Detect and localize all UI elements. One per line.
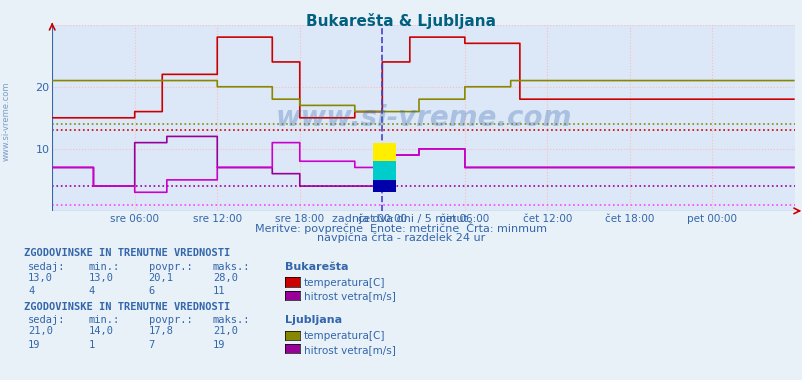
Text: 28,0: 28,0	[213, 273, 237, 283]
Text: min.:: min.:	[88, 315, 119, 325]
Text: www.si-vreme.com: www.si-vreme.com	[2, 82, 11, 162]
Text: maks.:: maks.:	[213, 262, 250, 272]
Text: ZGODOVINSKE IN TRENUTNE VREDNOSTI: ZGODOVINSKE IN TRENUTNE VREDNOSTI	[24, 249, 230, 258]
Text: 11: 11	[213, 287, 225, 296]
Text: 17,8: 17,8	[148, 326, 173, 336]
Text: povpr.:: povpr.:	[148, 262, 192, 272]
Text: Meritve: povprečne  Enote: metrične  Črta: minmum: Meritve: povprečne Enote: metrične Črta:…	[255, 222, 547, 234]
Text: povpr.:: povpr.:	[148, 315, 192, 325]
Text: 1: 1	[88, 340, 95, 350]
Bar	[373, 161, 395, 192]
Text: hitrost vetra[m/s]: hitrost vetra[m/s]	[303, 345, 395, 355]
Text: 19: 19	[28, 340, 41, 350]
Text: 21,0: 21,0	[213, 326, 237, 336]
Text: 13,0: 13,0	[28, 273, 53, 283]
Text: 21,0: 21,0	[28, 326, 53, 336]
Text: navpična črta - razdelek 24 ur: navpična črta - razdelek 24 ur	[317, 233, 485, 243]
Text: 13,0: 13,0	[88, 273, 113, 283]
Text: 7: 7	[148, 340, 155, 350]
Text: 20,1: 20,1	[148, 273, 173, 283]
Text: hitrost vetra[m/s]: hitrost vetra[m/s]	[303, 291, 395, 301]
Text: sedaj:: sedaj:	[28, 315, 66, 325]
Text: 19: 19	[213, 340, 225, 350]
Text: 4: 4	[28, 287, 34, 296]
Text: temperatura[C]: temperatura[C]	[303, 331, 384, 341]
Text: sedaj:: sedaj:	[28, 262, 66, 272]
Text: 14,0: 14,0	[88, 326, 113, 336]
Text: zadnja dva dni / 5 minut.: zadnja dva dni / 5 minut.	[331, 214, 471, 224]
Bar	[373, 142, 395, 192]
Text: 4: 4	[88, 287, 95, 296]
Text: min.:: min.:	[88, 262, 119, 272]
Text: Bukarešta & Ljubljana: Bukarešta & Ljubljana	[306, 13, 496, 29]
Bar	[373, 180, 395, 192]
Text: maks.:: maks.:	[213, 315, 250, 325]
Text: temperatura[C]: temperatura[C]	[303, 278, 384, 288]
Text: Bukarešta: Bukarešta	[285, 262, 348, 272]
Text: www.si-vreme.com: www.si-vreme.com	[275, 104, 571, 132]
Text: ZGODOVINSKE IN TRENUTNE VREDNOSTI: ZGODOVINSKE IN TRENUTNE VREDNOSTI	[24, 302, 230, 312]
Text: Ljubljana: Ljubljana	[285, 315, 342, 325]
Text: 6: 6	[148, 287, 155, 296]
